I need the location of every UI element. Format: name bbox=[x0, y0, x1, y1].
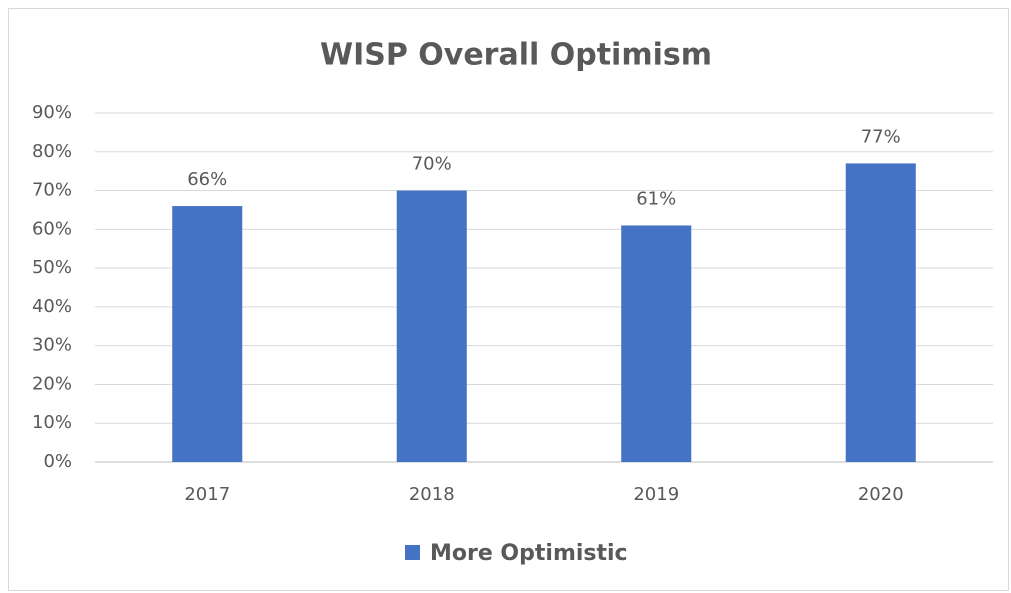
data-label: 77% bbox=[861, 126, 901, 147]
x-tick-label: 2017 bbox=[184, 484, 230, 505]
y-tick-label: 70% bbox=[32, 180, 72, 201]
legend-swatch bbox=[405, 545, 420, 560]
y-tick-label: 90% bbox=[32, 102, 72, 123]
y-tick-label: 10% bbox=[32, 412, 72, 433]
legend-label: More Optimistic bbox=[430, 541, 628, 566]
y-tick-label: 80% bbox=[32, 141, 72, 162]
y-tick-label: 50% bbox=[32, 257, 72, 278]
x-tick-label: 2018 bbox=[409, 484, 455, 505]
bar bbox=[172, 206, 243, 462]
data-label: 61% bbox=[636, 188, 676, 209]
chart-title: WISP Overall Optimism bbox=[320, 38, 712, 73]
x-tick-label: 2019 bbox=[633, 484, 679, 505]
data-label: 70% bbox=[412, 154, 452, 175]
bar bbox=[845, 163, 916, 462]
data-label: 66% bbox=[187, 169, 227, 190]
y-tick-label: 0% bbox=[43, 451, 72, 472]
bar bbox=[396, 190, 467, 463]
y-tick-label: 40% bbox=[32, 296, 72, 317]
y-tick-label: 30% bbox=[32, 335, 72, 356]
y-tick-label: 60% bbox=[32, 218, 72, 239]
x-tick-label: 2020 bbox=[858, 484, 904, 505]
y-tick-label: 20% bbox=[32, 373, 72, 394]
bar bbox=[621, 225, 692, 462]
